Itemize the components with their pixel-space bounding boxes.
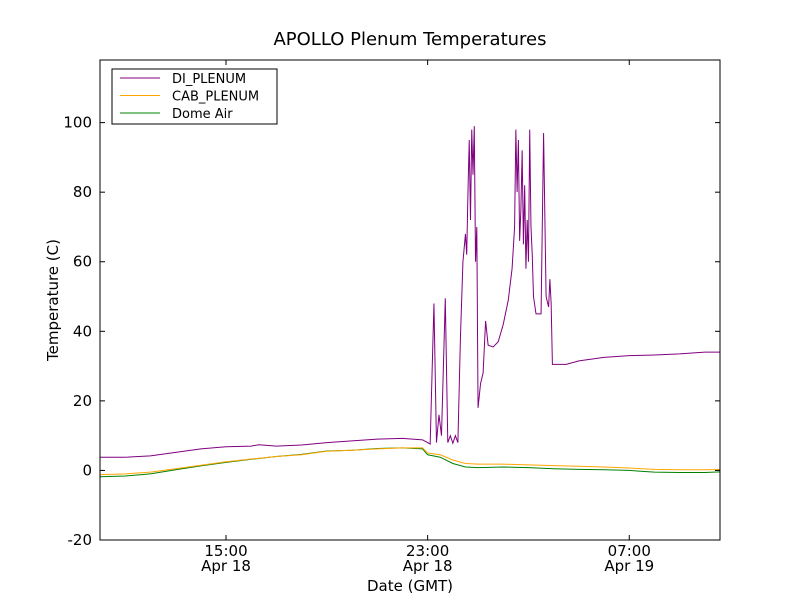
legend-entry-label: Dome Air [172, 107, 233, 122]
y-tick-label: 40 [73, 322, 92, 340]
x-axis-label: Date (GMT) [367, 577, 453, 595]
legend: DI_PLENUM CAB_PLENUM Dome Air [111, 68, 278, 125]
chart-title: APOLLO Plenum Temperatures [273, 29, 546, 50]
y-tick-label: 80 [73, 183, 92, 201]
legend-entry-label: DI_PLENUM [172, 72, 246, 87]
x-tick-label-date: Apr 18 [403, 557, 453, 575]
legend-entry-label: CAB_PLENUM [172, 90, 259, 105]
x-tick-label-time: 23:00 [406, 542, 449, 560]
series-line-di-plenum [100, 126, 720, 458]
series-line-cab-plenum [100, 447, 720, 476]
y-tick-label: 100 [63, 114, 92, 132]
x-tick-label-time: 15:00 [204, 542, 247, 560]
x-tick-label-time: 07:00 [608, 542, 651, 560]
y-tick-label: 0 [82, 461, 92, 479]
y-tick-label: -20 [68, 531, 93, 549]
y-axis-label: Temperature (C) [44, 239, 62, 362]
x-tick-label-date: Apr 18 [201, 557, 251, 575]
series-group [100, 126, 720, 478]
plot-frame [99, 59, 721, 541]
y-tick-label: 60 [73, 253, 92, 271]
y-tick-label: 20 [73, 392, 92, 410]
x-tick-label-date: Apr 19 [604, 557, 654, 575]
